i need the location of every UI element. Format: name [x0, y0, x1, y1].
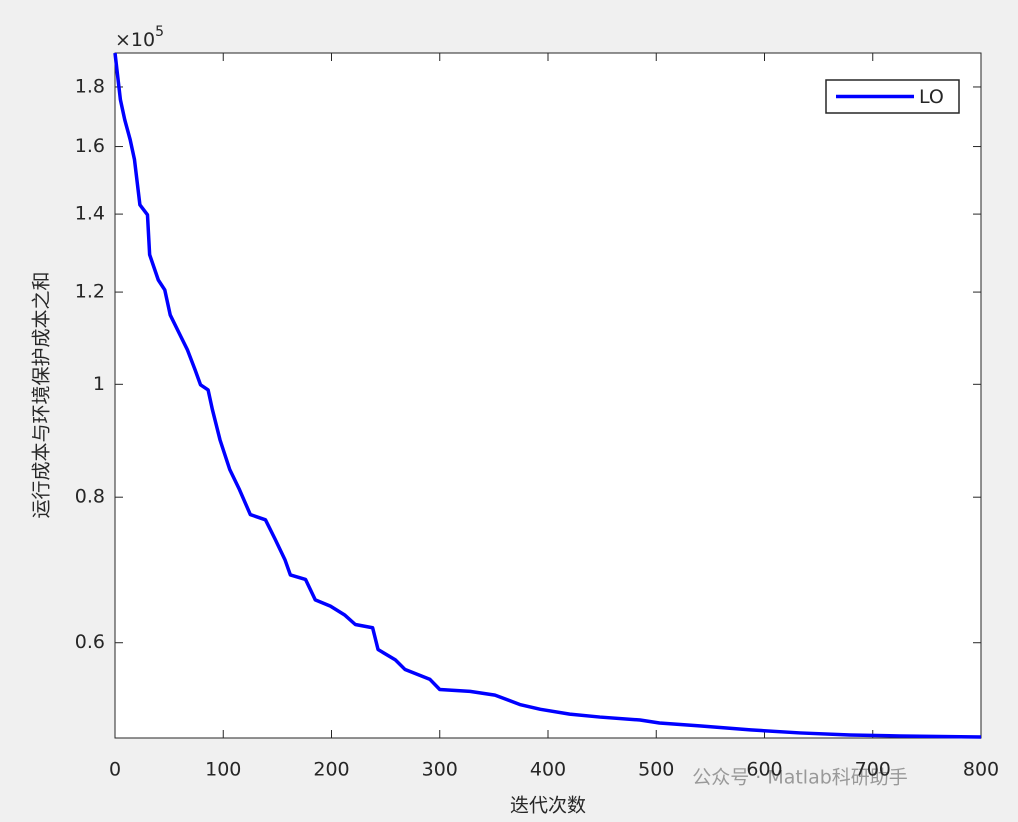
y-axis-label: 运行成本与环境保护成本之和: [31, 271, 53, 518]
y-multiplier-exp: 5: [155, 24, 164, 40]
x-tick-label: 800: [963, 759, 999, 781]
y-tick-label: 1.2: [75, 281, 105, 303]
plot-area: [114, 52, 982, 739]
y-multiplier: ×105: [115, 24, 164, 51]
x-tick-label: 700: [855, 759, 891, 781]
legend-label: LO: [919, 86, 944, 108]
x-tick-label: 400: [530, 759, 566, 781]
x-tick-label: 500: [638, 759, 674, 781]
watermark: 公众号 · Matlab科研助手: [692, 767, 908, 789]
y-tick-label: 0.6: [75, 631, 105, 653]
y-tick-label: 1.8: [75, 75, 105, 97]
y-tick-label: 0.8: [75, 486, 105, 508]
y-tick-label: 1.6: [75, 135, 105, 157]
y-tick-label: 1.4: [75, 203, 105, 225]
line-series: [113, 52, 982, 739]
x-axis-label: 迭代次数: [510, 795, 586, 817]
x-tick-label: 300: [422, 759, 458, 781]
x-tick-label: 600: [746, 759, 782, 781]
x-tick-label: 0: [109, 759, 121, 781]
y-multiplier-base: ×10: [115, 29, 155, 51]
x-tick-label: 200: [313, 759, 349, 781]
x-tick-label: 100: [205, 759, 241, 781]
y-tick-label: 1: [93, 373, 105, 395]
